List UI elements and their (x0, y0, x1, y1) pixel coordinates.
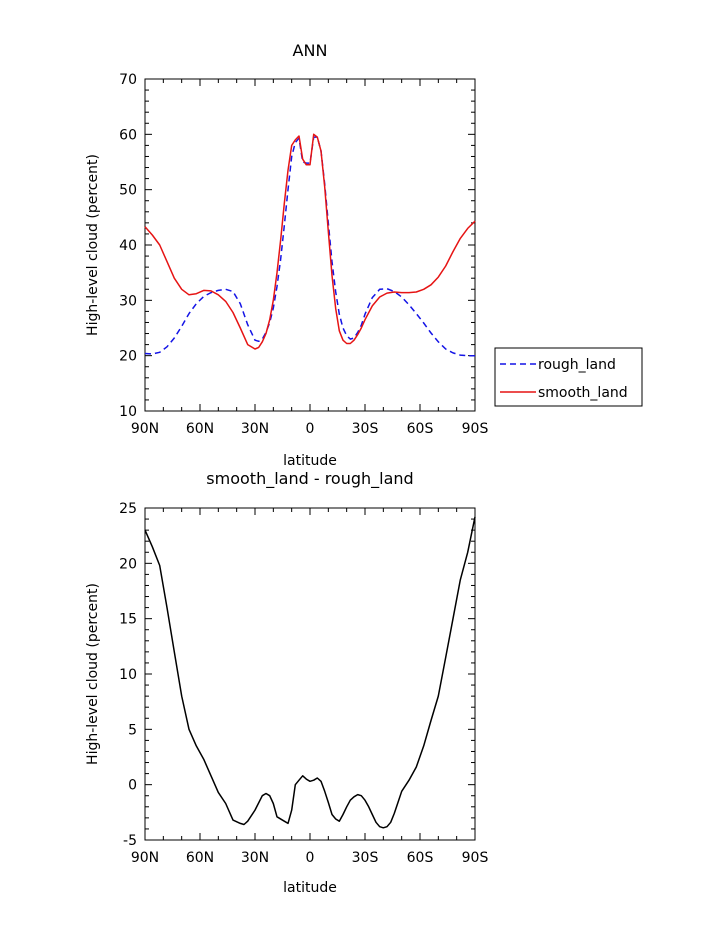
x-axis-label: latitude (283, 880, 337, 896)
y-tick-label: 20 (119, 556, 137, 572)
y-tick-label: 5 (128, 722, 137, 738)
series-line-rough-land (144, 136, 475, 357)
x-tick-label: 60S (407, 850, 434, 866)
y-tick-label: 25 (119, 501, 137, 517)
y-tick-label: -5 (123, 833, 137, 849)
y-tick-label: 40 (119, 238, 137, 254)
x-tick-label: 30N (241, 850, 269, 866)
y-tick-label: 70 (119, 72, 137, 88)
y-tick-label: 20 (119, 349, 137, 365)
y-tick-label: 0 (128, 778, 137, 794)
y-tick-label: 10 (119, 404, 137, 420)
plot-area: 90N 60N 30N 0 30S 60S 90S 10 20 30 40 50 60 70 (119, 72, 488, 437)
plot-frame (144, 78, 476, 412)
plot-frame (144, 507, 476, 841)
x-axis-label: latitude (283, 453, 337, 469)
x-tick-label: 60N (186, 421, 214, 437)
plot-area: 90N 60N 30N 0 30S 60S 90S -5 0 5 10 15 20 25 (119, 501, 488, 866)
x-tick-label: 30N (241, 421, 269, 437)
chart-title: smooth_land - rough_land (206, 469, 413, 489)
x-tick-label: 90S (462, 850, 489, 866)
series-line-difference (144, 516, 476, 829)
x-tick-label: 0 (306, 850, 315, 866)
chart-annual-high-cloud: ANN 90N 60N 30N 0 30S 60S 90S 10 20 30 40 50 60 70 la… (85, 41, 488, 469)
chart-difference: smooth_land - rough_land 90N 60N 30N 0 30S 60… (85, 469, 488, 896)
y-axis-label: High-level cloud (percent) (85, 583, 101, 765)
legend-frame (494, 347, 643, 407)
x-tick-label: 30S (352, 850, 379, 866)
legend: rough_land smooth_land (494, 347, 643, 407)
x-tick-label: 60S (407, 421, 434, 437)
x-tick-label: 90N (131, 850, 159, 866)
x-tick-label: 90N (131, 421, 159, 437)
y-tick-label: 10 (119, 667, 137, 683)
legend-label-rough-land: rough_land (538, 357, 616, 373)
y-tick-label: 50 (119, 183, 137, 199)
x-tick-label: 60N (186, 850, 214, 866)
x-tick-label: 0 (306, 421, 315, 437)
y-tick-label: 15 (119, 612, 137, 628)
chart-title: ANN (293, 41, 328, 60)
x-tick-label: 30S (352, 421, 379, 437)
series-line-smooth-land (144, 133, 476, 350)
x-tick-label: 90S (462, 421, 489, 437)
y-tick-label: 60 (119, 127, 137, 143)
legend-label-smooth-land: smooth_land (538, 385, 628, 401)
y-tick-label: 30 (119, 293, 137, 309)
y-axis-label: High-level cloud (percent) (85, 154, 101, 336)
